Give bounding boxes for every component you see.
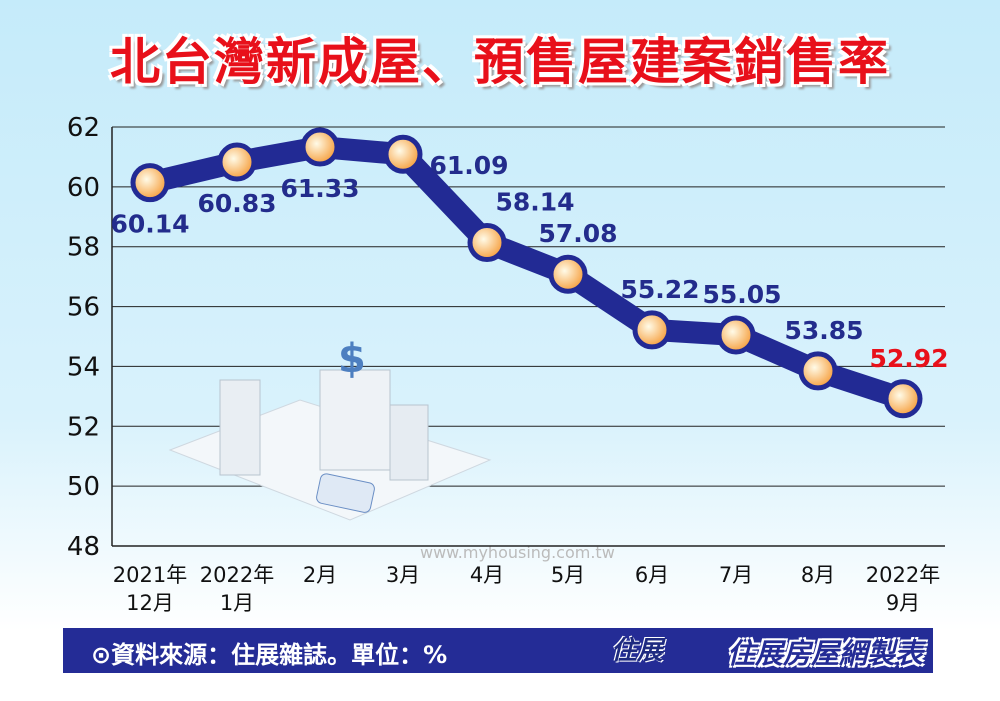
data-point [300,127,340,167]
x-tick-label: 2月 [303,563,337,587]
y-tick-label: 54 [67,352,100,382]
data-point [130,163,170,203]
y-tick-label: 60 [67,173,100,203]
y-tick-label: 48 [67,532,100,562]
source-note: ⊙資料來源：住展雜誌。單位：% [91,641,448,669]
y-tick-label: 56 [67,293,100,323]
chart-title: 北台灣新成屋、預售屋建案銷售率 [110,33,890,91]
watermark: www.myhousing.com.tw [420,543,615,562]
data-label: 60.14 [110,210,189,239]
series-line [139,136,914,410]
x-tick-label: 5月 [551,563,585,587]
x-tick-label: 7月 [719,563,753,587]
data-point [548,254,588,294]
data-label: 61.09 [429,151,508,180]
x-tick-label: 6月 [635,563,669,587]
y-tick-label: 52 [67,412,100,442]
y-tick-label: 62 [67,113,100,143]
x-tick-label: 2021年 12月 [113,563,187,615]
data-label: 58.14 [495,188,574,217]
data-label: 61.33 [280,174,359,203]
x-tick-label: 8月 [801,563,835,587]
x-tick-label: 4月 [470,563,504,587]
data-point [716,315,756,355]
data-label: 60.83 [197,189,276,218]
x-tick-label: 3月 [386,563,420,587]
footer-bar: ⊙資料來源：住展雜誌。單位：% 住展 住展房屋網製表 [63,628,933,673]
data-point [883,379,923,419]
data-point [798,351,838,391]
data-label: 52.92 [869,344,948,373]
data-label: 53.85 [784,316,863,345]
x-tick-label: 2022年 9月 [866,563,940,615]
x-tick-label: 2022年 1月 [200,563,274,615]
y-tick-label: 58 [67,233,100,263]
dollar-icon: $ [338,336,366,382]
data-point [632,310,672,350]
data-point [217,142,257,182]
data-label: 57.08 [538,219,617,248]
data-point [467,223,507,263]
logo: 住展 [611,636,664,666]
data-label: 55.22 [620,275,699,304]
brand-credit: 住展房屋網製表 [726,637,923,670]
data-point [383,134,423,174]
data-label: 55.05 [702,280,781,309]
buildings-illustration: $ [168,336,492,521]
y-tick-label: 50 [67,472,100,502]
